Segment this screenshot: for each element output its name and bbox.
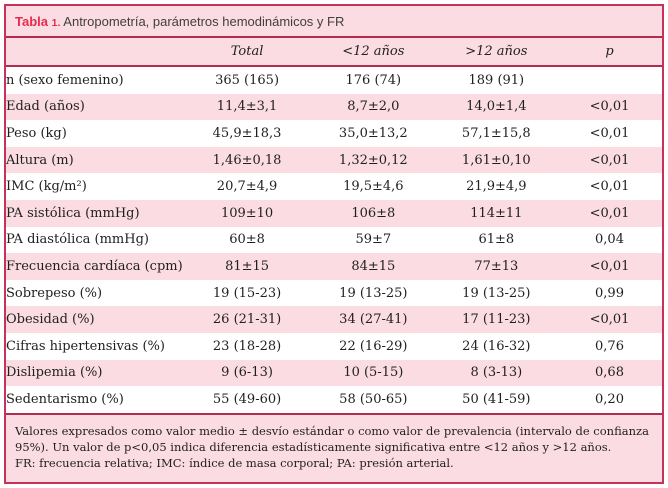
cell-total: 9 (6-13) — [221, 365, 273, 381]
table-title-bar: Tabla 1. Antropometría, parámetros hemod… — [6, 6, 662, 36]
cell-p: 0,20 — [557, 386, 662, 415]
cell-over12: 17 (11-23) — [462, 312, 531, 328]
row-label: PA diastólica (mmHg) — [6, 232, 149, 248]
cell-total: 60±8 — [229, 232, 265, 248]
row-label: Edad (años) — [6, 99, 85, 115]
row-label: PA sistólica (mmHg) — [6, 205, 140, 221]
cell-total: 365 (165) — [215, 72, 280, 88]
cell-p: 0,68 — [595, 365, 624, 381]
cell-total: 81±15 — [225, 258, 270, 274]
cell-under12: 22 (16-29) — [339, 338, 408, 354]
table-row: Obesidad (%) 26 (21-31) 34 (27-41) 17 (11-2… — [6, 306, 662, 333]
row-label: Peso (kg) — [6, 125, 67, 141]
footnotes: Valores expresados como valor medio ± de… — [6, 415, 662, 472]
cell-total: 19 (15-23) — [212, 285, 282, 301]
table-row: Sedentarismo (%) 55 (49-60) 58 (50-65) 50 (… — [6, 386, 662, 415]
cell-total: 55 (49-60) — [183, 386, 312, 415]
cell-p: <0,01 — [589, 258, 630, 274]
table-card: Tabla 1. Antropometría, parámetros hemod… — [4, 4, 664, 484]
cell-p — [557, 66, 662, 94]
cell-under12: 106±8 — [351, 205, 396, 221]
cell-total: 1,46±0,18 — [212, 152, 282, 168]
cell-over12: 57,1±15,8 — [461, 125, 531, 141]
cell-total: 45,9±18,3 — [212, 125, 282, 141]
table-row: Frecuencia cardíaca (cpm) 81±15 84±15 77±13… — [6, 253, 662, 280]
cell-p: <0,01 — [589, 125, 630, 141]
row-label: Cifras hipertensivas (%) — [6, 338, 165, 354]
row-label: Frecuencia cardíaca (cpm) — [6, 258, 183, 274]
cell-over12: 1,61±0,10 — [461, 152, 531, 168]
cell-over12: 8 (3-13) — [470, 365, 523, 381]
cell-under12: 58 (50-65) — [311, 386, 436, 415]
row-label: Sedentarismo (%) — [6, 386, 184, 415]
row-label: Altura (m) — [6, 152, 74, 168]
cell-under12: 84±15 — [351, 258, 396, 274]
table-row: Dislipemia (%) 9 (6-13) 10 (5-15) 8 (3-13) 0… — [6, 360, 662, 387]
col-header-p-value: p — [557, 38, 662, 67]
row-label: Obesidad (%) — [6, 312, 95, 328]
cell-over12: 50 (41-59) — [435, 386, 557, 415]
cell-under12: 59±7 — [355, 232, 392, 248]
cell-p: <0,01 — [589, 312, 630, 328]
cell-over12: 61±8 — [478, 232, 515, 248]
cell-under12: 1,32±0,12 — [338, 152, 408, 168]
cell-p: <0,01 — [589, 179, 630, 195]
table-row: IMC (kg/m²) 20,7±4,9 19,5±4,6 21,9±4,9 <0,01 — [6, 173, 662, 200]
cell-p: <0,01 — [589, 152, 630, 168]
table-word: Tabla — [15, 14, 48, 29]
table-row: Altura (m) 1,46±0,18 1,32±0,12 1,61±0,10 <0,… — [6, 147, 662, 174]
cell-under12: 8,7±2,0 — [347, 99, 400, 115]
col-header-variable — [6, 38, 184, 67]
cell-under12: 19 (13-25) — [339, 285, 408, 301]
cell-p: <0,01 — [589, 99, 630, 115]
footnote-values-explanation: Valores expresados como valor medio ± de… — [15, 423, 649, 455]
cell-over12: 77±13 — [474, 258, 519, 274]
table-title-text: Antropometría, parámetros hemodinámicos … — [63, 14, 345, 29]
table-row: Sobrepeso (%) 19 (15-23) 19 (13-25) 19 (13-… — [6, 279, 662, 307]
cell-p: 0,04 — [595, 232, 624, 248]
col-header-over-12: >12 años — [435, 38, 557, 67]
cell-under12: 34 (27-41) — [339, 312, 408, 328]
cell-p: 0,76 — [595, 338, 624, 354]
col-header-under-12: <12 años — [311, 38, 436, 67]
cell-under12: 35,0±13,2 — [338, 125, 408, 141]
cell-p: 0,99 — [595, 285, 624, 301]
row-label: n (sexo femenino) — [6, 72, 124, 88]
row-label: Dislipemia (%) — [6, 365, 103, 381]
cell-over12: 21,9±4,9 — [466, 179, 527, 195]
cell-over12: 189 (91) — [468, 72, 525, 88]
col-header-total: Total — [183, 38, 312, 67]
cell-under12: 176 (74) — [345, 72, 402, 88]
table-body: n (sexo femenino) 365 (165) 176 (74) 189 (9… — [6, 66, 662, 415]
cell-over12: 19 (13-25) — [462, 285, 531, 301]
table-number: 1. — [51, 17, 61, 29]
column-header-row: Total <12 años >12 años p — [6, 38, 662, 67]
cell-total: 20,7±4,9 — [216, 179, 278, 195]
footnote-abbreviations: FR: frecuencia relativa; IMC: índice de … — [15, 456, 454, 471]
data-table: Total <12 años >12 años p n (sexo femeni… — [6, 38, 662, 415]
cell-under12: 19,5±4,6 — [343, 179, 404, 195]
cell-total: 26 (21-31) — [212, 312, 282, 328]
row-label: Sobrepeso (%) — [6, 285, 103, 301]
table-row: n (sexo femenino) 365 (165) 176 (74) 189 (9… — [6, 66, 662, 94]
table-row: Peso (kg) 45,9±18,3 35,0±13,2 57,1±15,8 <0,0… — [6, 120, 662, 147]
table-row: PA diastólica (mmHg) 60±8 59±7 61±8 0,04 — [6, 226, 662, 254]
cell-over12: 24 (16-32) — [462, 338, 531, 354]
cell-p: <0,01 — [589, 205, 630, 221]
table-row: Edad (años) 11,4±3,1 8,7±2,0 14,0±1,4 <0,01 — [6, 94, 662, 121]
cell-total: 109±10 — [220, 205, 274, 221]
row-label: IMC (kg/m²) — [6, 179, 87, 195]
table-number-label: Tabla 1. — [15, 14, 60, 29]
cell-over12: 114±11 — [470, 205, 523, 221]
cell-over12: 14,0±1,4 — [466, 99, 527, 115]
cell-total: 11,4±3,1 — [216, 99, 278, 115]
cell-total: 23 (18-28) — [212, 338, 282, 354]
table-row: PA sistólica (mmHg) 109±10 106±8 114±11 <0,0… — [6, 200, 662, 227]
cell-under12: 10 (5-15) — [343, 365, 404, 381]
table-row: Cifras hipertensivas (%) 23 (18-28) 22 (16… — [6, 332, 662, 360]
title-divider-rule — [6, 36, 662, 38]
